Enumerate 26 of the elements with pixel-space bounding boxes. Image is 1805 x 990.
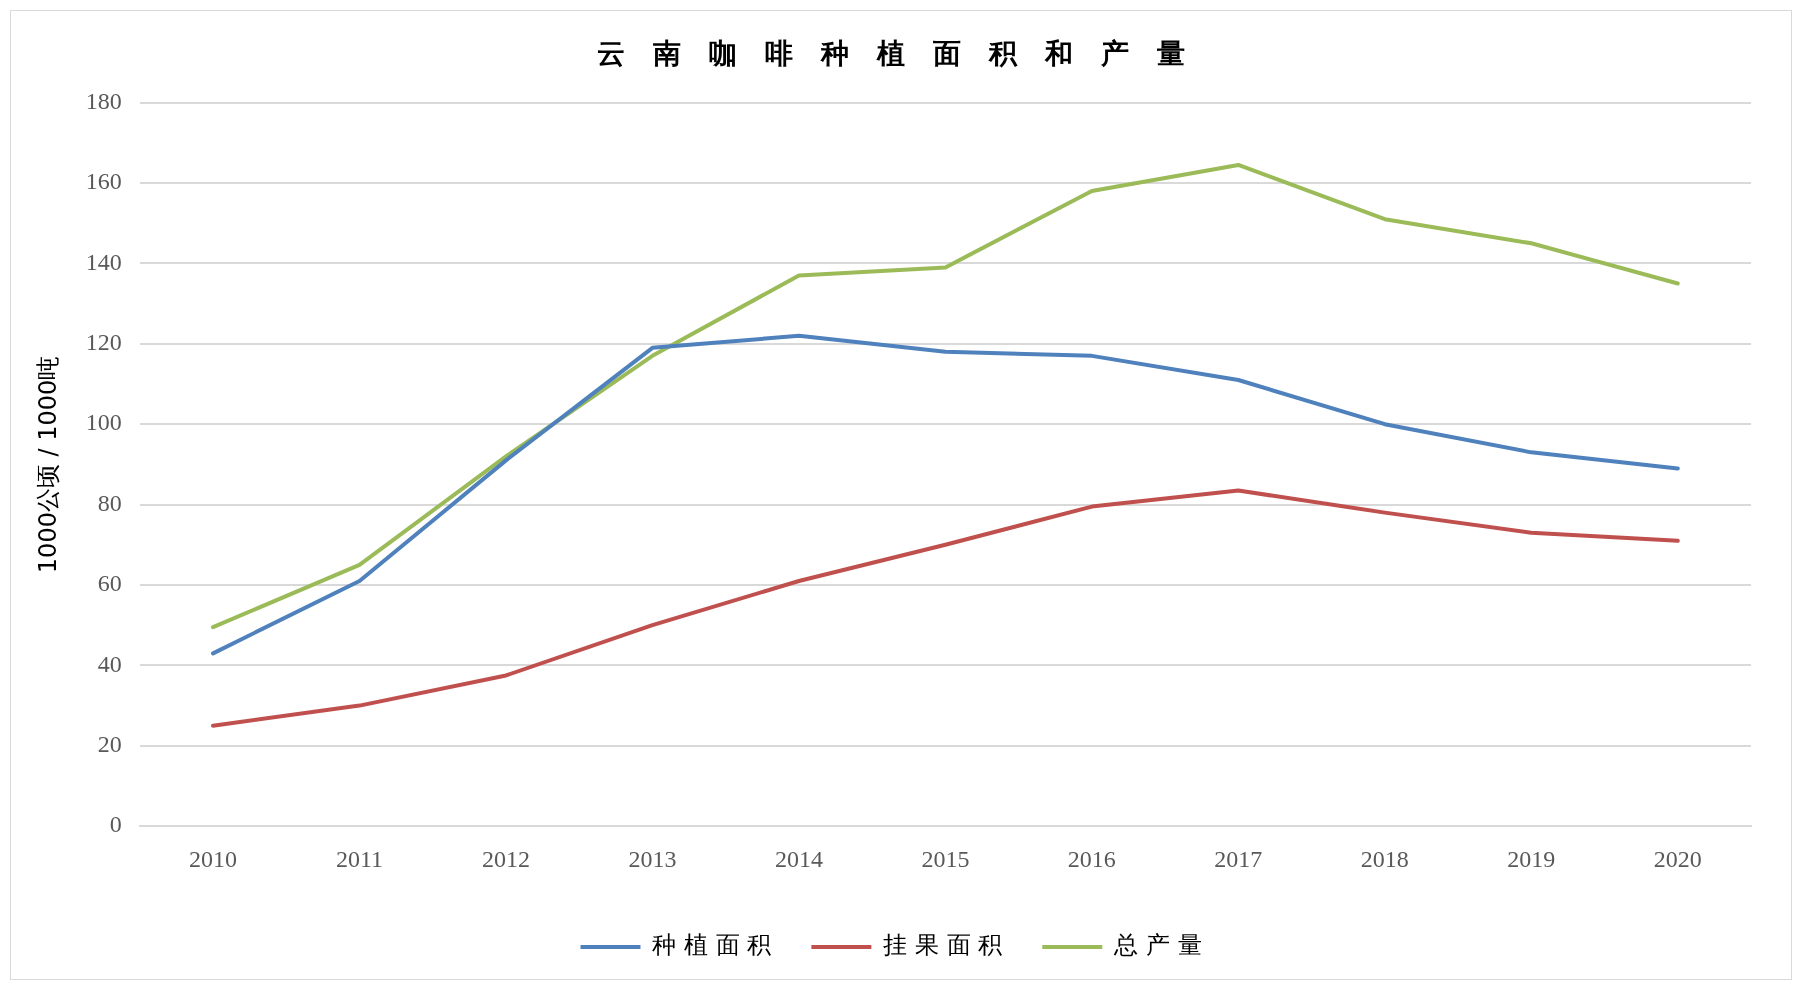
- chart-title: 云 南 咖 啡 种 植 面 积 和 产 量: [597, 37, 1185, 71]
- y-tick-label: 20: [97, 731, 122, 758]
- y-axis-title: 1000公顷 / 1000吨: [33, 355, 62, 574]
- x-tick-label: 2013: [628, 845, 677, 872]
- y-tick-label: 120: [85, 329, 122, 356]
- x-tick-label: 2011: [335, 845, 384, 872]
- x-tick-label: 2017: [1214, 845, 1263, 872]
- legend-label: 挂 果 面 积: [883, 931, 1003, 960]
- x-tick-label: 2015: [921, 845, 970, 872]
- x-tick-label: 2020: [1653, 845, 1702, 872]
- x-tick-label: 2010: [189, 845, 238, 872]
- x-tick-label: 2012: [481, 845, 530, 872]
- x-tick-label: 2014: [774, 845, 823, 872]
- x-tick-label: 2019: [1507, 845, 1556, 872]
- legend-label: 总 产 量: [1113, 931, 1202, 960]
- y-tick-label: 140: [85, 248, 122, 275]
- y-tick-label: 160: [85, 168, 122, 195]
- y-tick-label: 40: [97, 650, 122, 677]
- x-tick-label: 2018: [1360, 845, 1409, 872]
- y-tick-label: 180: [85, 87, 122, 114]
- x-tick-label: 2016: [1067, 845, 1116, 872]
- y-tick-label: 80: [97, 489, 122, 516]
- legend-label: 种 植 面 积: [652, 931, 772, 960]
- y-tick-label: 100: [85, 409, 122, 436]
- y-tick-label: 60: [97, 570, 122, 597]
- y-tick-label: 0: [109, 811, 122, 838]
